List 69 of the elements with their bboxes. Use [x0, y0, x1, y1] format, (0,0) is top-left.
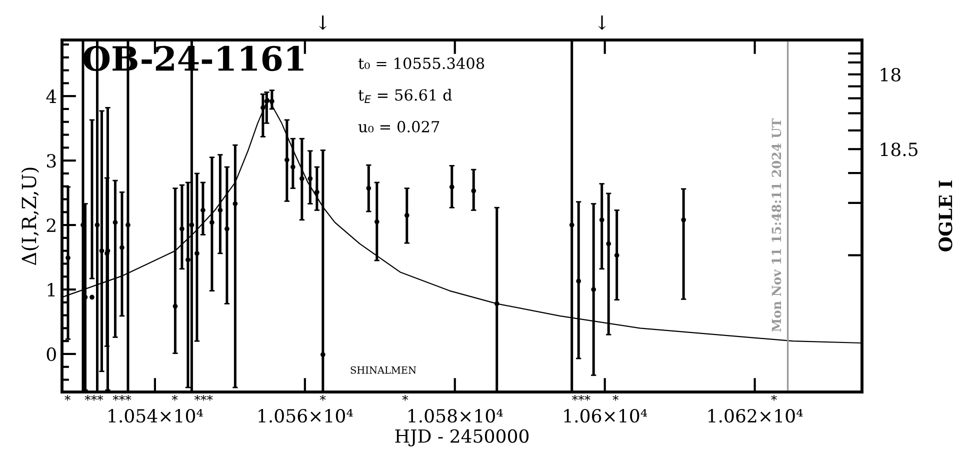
point	[189, 222, 194, 228]
text: *	[612, 394, 619, 401]
point	[308, 176, 313, 182]
point	[681, 217, 686, 222]
x-tick-label: 1.056×10⁴	[258, 408, 353, 423]
x-axis-title: HJD - 2450000	[395, 429, 529, 446]
x-tick-label: 1.054×10⁴	[108, 408, 203, 423]
point	[105, 248, 110, 254]
point	[112, 220, 118, 225]
text: *	[64, 394, 71, 401]
text: ***	[112, 394, 132, 401]
annotation: SHINALMEN	[350, 366, 416, 374]
text: ***	[572, 394, 590, 401]
y-tick-label: 1	[48, 282, 55, 296]
x-tick-label: 1.058×10⁴	[408, 408, 503, 423]
y-tick-label: 0	[46, 347, 56, 362]
y-axis-title: Δ(I,R,Z,U)	[21, 168, 40, 266]
x-tick-label: 1.06×10⁴	[564, 408, 648, 423]
point	[320, 352, 326, 358]
point	[606, 241, 612, 246]
point	[614, 252, 620, 258]
text: ***	[194, 394, 213, 401]
text: *	[320, 394, 326, 401]
point	[120, 245, 124, 250]
point	[270, 98, 274, 104]
point	[284, 157, 290, 162]
y-tick-label: 4	[46, 90, 56, 103]
point	[94, 222, 100, 228]
text: *	[402, 394, 408, 401]
text: ↓	[598, 15, 606, 30]
text: ↓	[318, 15, 327, 30]
annotation: Mon Nov 11 15:48:11 2024 UT	[772, 118, 782, 332]
point	[66, 255, 70, 260]
point	[290, 164, 296, 170]
point	[218, 208, 223, 213]
point	[366, 186, 372, 191]
y2-axis-title: OGLE I	[938, 180, 952, 252]
text: *	[771, 394, 777, 401]
annotation: t$_{E}$ = 56.61 d	[358, 88, 452, 104]
point	[90, 294, 94, 300]
point	[299, 176, 304, 182]
point	[172, 304, 178, 309]
point	[200, 208, 206, 213]
text: *	[172, 394, 178, 401]
point	[576, 278, 582, 284]
point	[374, 219, 380, 224]
text: ***	[84, 394, 104, 401]
point	[591, 287, 596, 292]
point	[471, 188, 476, 194]
point	[194, 250, 200, 256]
point	[186, 257, 190, 262]
x-tick-label: 1.062×10⁴	[708, 408, 803, 423]
annotation: u₀ = 0.027	[358, 120, 440, 132]
point	[404, 212, 410, 218]
annotation: t₀ = 10555.3408	[358, 58, 484, 70]
y-tick-label: 3	[47, 154, 56, 168]
point	[210, 220, 214, 225]
point	[449, 184, 454, 190]
y-tick-label: 2	[46, 218, 56, 232]
point	[599, 217, 604, 222]
point	[314, 190, 320, 195]
point	[224, 226, 230, 232]
point	[232, 201, 238, 206]
y2-tick-label: 18.5	[880, 142, 918, 156]
point	[99, 248, 104, 254]
point	[126, 222, 130, 228]
y2-tick-label: 18	[880, 68, 900, 82]
point	[180, 226, 184, 232]
point	[569, 222, 574, 228]
